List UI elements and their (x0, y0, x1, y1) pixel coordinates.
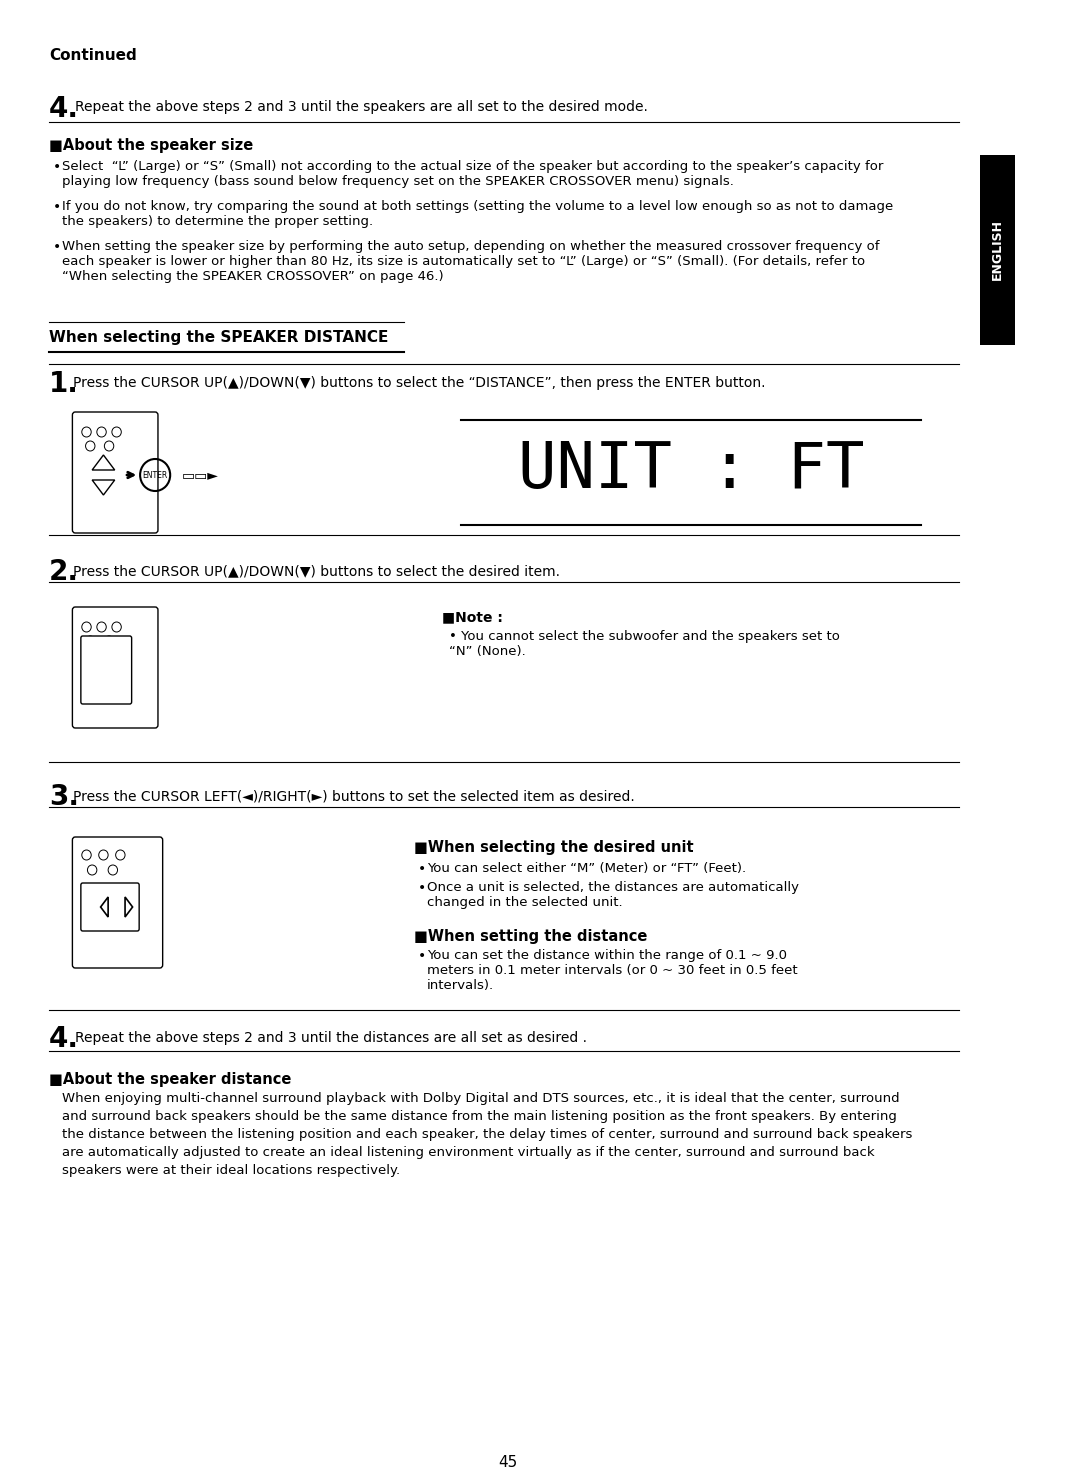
Text: ■About the speaker size: ■About the speaker size (49, 138, 253, 152)
Text: ENGLISH: ENGLISH (991, 219, 1004, 281)
Text: •: • (53, 160, 60, 175)
FancyBboxPatch shape (72, 837, 163, 967)
FancyBboxPatch shape (81, 883, 139, 930)
Text: UNIT : FT: UNIT : FT (517, 439, 864, 501)
Text: Repeat the above steps 2 and 3 until the speakers are all set to the desired mod: Repeat the above steps 2 and 3 until the… (76, 101, 648, 114)
FancyBboxPatch shape (81, 636, 132, 704)
Text: Press the CURSOR UP(▲)/DOWN(▼) buttons to select the desired item.: Press the CURSOR UP(▲)/DOWN(▼) buttons t… (73, 563, 561, 578)
Text: 2.: 2. (49, 558, 79, 586)
Text: 4.: 4. (49, 1025, 79, 1053)
Text: •: • (418, 881, 426, 895)
Text: 45: 45 (498, 1455, 517, 1470)
Text: When setting the speaker size by performing the auto setup, depending on whether: When setting the speaker size by perform… (62, 240, 879, 282)
Text: When enjoying multi-channel surround playback with Dolby Digital and DTS sources: When enjoying multi-channel surround pla… (62, 1092, 913, 1177)
Text: Continued: Continued (49, 47, 137, 64)
Text: ▭▭►: ▭▭► (181, 467, 218, 482)
Bar (980, 155, 1015, 345)
Text: 1.: 1. (49, 370, 79, 398)
Text: • You cannot select the subwoofer and the speakers set to
“N” (None).: • You cannot select the subwoofer and th… (449, 630, 840, 658)
Text: Select  “L” (Large) or “S” (Small) not according to the actual size of the speak: Select “L” (Large) or “S” (Small) not ac… (62, 160, 883, 188)
Text: ■When setting the distance: ■When setting the distance (414, 929, 647, 944)
Text: 4.: 4. (49, 95, 79, 123)
Text: ENTER: ENTER (143, 470, 167, 479)
Text: Press the CURSOR UP(▲)/DOWN(▼) buttons to select the “DISTANCE”, then press the : Press the CURSOR UP(▲)/DOWN(▼) buttons t… (73, 376, 766, 390)
FancyBboxPatch shape (72, 413, 158, 532)
Text: You can select either “M” (Meter) or “FT” (Feet).: You can select either “M” (Meter) or “FT… (427, 862, 746, 876)
Text: 3.: 3. (49, 782, 79, 810)
Text: Once a unit is selected, the distances are automatically
changed in the selected: Once a unit is selected, the distances a… (427, 881, 799, 910)
Text: ■When selecting the desired unit: ■When selecting the desired unit (414, 840, 693, 855)
Text: •: • (53, 200, 60, 214)
Text: •: • (418, 950, 426, 963)
Text: Press the CURSOR LEFT(◄)/RIGHT(►) buttons to set the selected item as desired.: Press the CURSOR LEFT(◄)/RIGHT(►) button… (73, 788, 635, 803)
Text: If you do not know, try comparing the sound at both settings (setting the volume: If you do not know, try comparing the so… (62, 200, 893, 228)
FancyBboxPatch shape (72, 606, 158, 728)
Text: Repeat the above steps 2 and 3 until the distances are all set as desired .: Repeat the above steps 2 and 3 until the… (76, 1031, 588, 1046)
Text: You can set the distance within the range of 0.1 ~ 9.0
meters in 0.1 meter inter: You can set the distance within the rang… (427, 950, 797, 992)
Text: •: • (53, 240, 60, 254)
Text: •: • (418, 862, 426, 876)
Text: When selecting the SPEAKER DISTANCE: When selecting the SPEAKER DISTANCE (49, 330, 389, 345)
Text: ■About the speaker distance: ■About the speaker distance (49, 1072, 292, 1087)
Text: ■Note :: ■Note : (442, 609, 503, 624)
